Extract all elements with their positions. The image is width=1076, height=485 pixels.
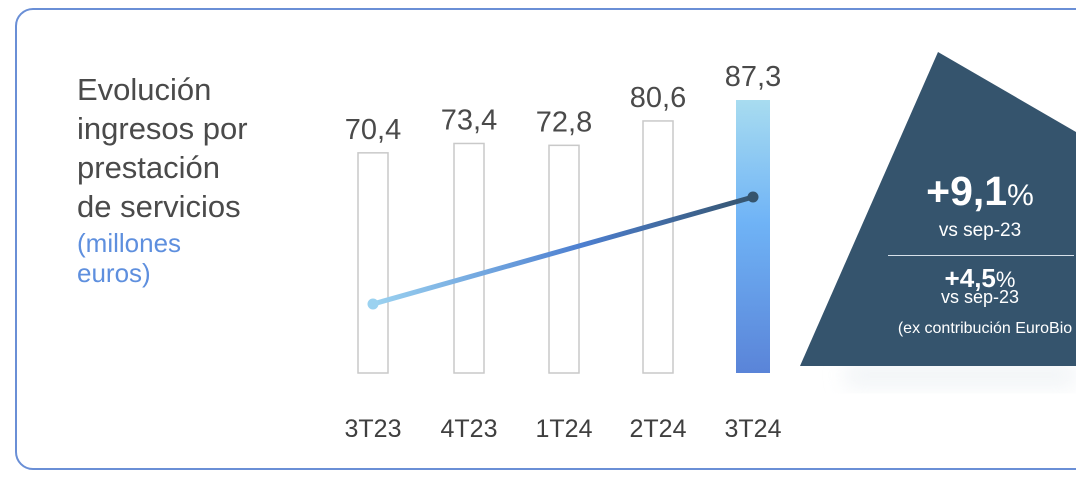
bar-2T24 bbox=[642, 120, 674, 374]
growth-comparison: vs sep-23 bbox=[938, 220, 1022, 241]
callout-shadow bbox=[845, 362, 1076, 388]
value-label-1T24: 72,8 bbox=[536, 106, 592, 138]
callout-divider bbox=[888, 255, 1074, 256]
value-labels-group: 70,4 73,4 72,8 80,6 87,3 bbox=[345, 61, 781, 146]
bar-4T23 bbox=[453, 142, 485, 374]
callout-triangle bbox=[800, 52, 1076, 366]
category-label-3T24: 3T24 bbox=[725, 415, 782, 443]
bar-3T24 bbox=[736, 100, 770, 373]
bar-3T23 bbox=[357, 152, 389, 374]
trend-line bbox=[370, 194, 756, 307]
chart-card bbox=[15, 8, 1076, 470]
category-label-3T23: 3T23 bbox=[345, 415, 402, 443]
value-label-3T23: 70,4 bbox=[345, 114, 401, 146]
trend-start-point bbox=[367, 298, 379, 310]
value-label-3T24: 87,3 bbox=[725, 61, 781, 93]
growth-percentage: +9,1% bbox=[880, 168, 1076, 215]
adjusted-growth-percentage: +4,5% bbox=[880, 263, 1076, 294]
trend-line-group bbox=[367, 191, 759, 310]
bar-1T24 bbox=[548, 144, 580, 374]
adjusted-growth-value: +4,5 bbox=[944, 263, 996, 293]
adjusted-growth-note: (ex contribución EuroBio bbox=[897, 320, 1073, 337]
value-label-2T24: 80,6 bbox=[630, 82, 686, 114]
value-label-4T23: 73,4 bbox=[441, 104, 497, 136]
category-labels-group: 3T23 4T23 1T24 2T24 3T24 bbox=[345, 415, 782, 443]
growth-callout bbox=[800, 52, 1076, 388]
title-block: Evolución ingresos por prestación de ser… bbox=[77, 70, 327, 288]
growth-value: +9,1 bbox=[926, 168, 1008, 214]
adjusted-growth-unit: % bbox=[995, 267, 1016, 292]
chart-subtitle: (millones euros) bbox=[77, 228, 182, 288]
category-label-4T23: 4T23 bbox=[441, 415, 498, 443]
adjusted-growth-comparison: vs sep-23 bbox=[940, 287, 1020, 307]
bars-group bbox=[357, 100, 770, 374]
chart-title: Evolución ingresos por prestación de ser… bbox=[77, 72, 248, 224]
category-label-2T24: 2T24 bbox=[630, 415, 687, 443]
trend-end-point bbox=[747, 191, 759, 203]
category-label-1T24: 1T24 bbox=[536, 415, 593, 443]
growth-unit: % bbox=[1007, 179, 1034, 212]
